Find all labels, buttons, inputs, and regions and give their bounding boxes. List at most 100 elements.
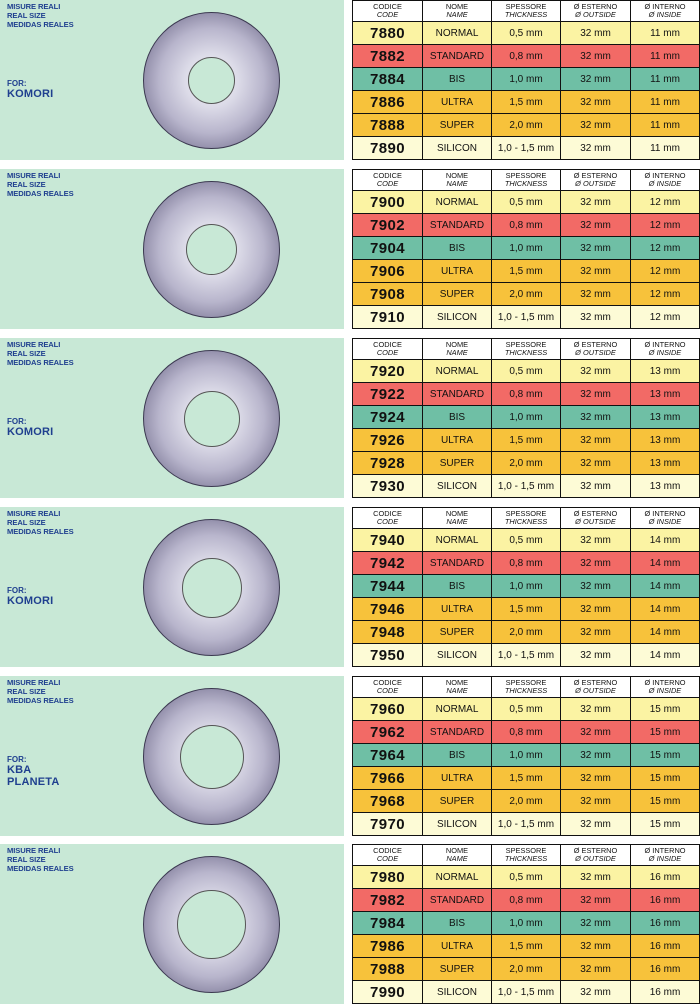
spec-table-header: CODICE CODE NOME NAME SPESSORE THICKNESS Ø … — [352, 338, 700, 360]
size-panel: MISURE REALI REAL SIZE MEDIDAS REALES FO… — [0, 507, 344, 667]
product-row: 7960 NORMAL 0,5 mm 32 mm 15 mm — [352, 697, 700, 721]
cell-outside: 32 mm — [560, 428, 631, 452]
cell-inside: 11 mm — [630, 67, 700, 91]
header-inside: Ø INTERNO Ø INSIDE — [630, 507, 700, 529]
cell-name: ULTRA — [422, 597, 492, 621]
machine-compatibility: FOR: KOMORI — [7, 417, 53, 438]
product-row: 7930 SILICON 1,0 - 1,5 mm 32 mm 13 mm — [352, 474, 700, 498]
cell-thickness: 1,0 mm — [491, 911, 561, 935]
cell-outside: 32 mm — [560, 574, 631, 598]
for-label: FOR: — [7, 755, 27, 764]
cell-outside: 32 mm — [560, 474, 631, 498]
cell-thickness: 2,0 mm — [491, 282, 561, 306]
product-row: 7880 NORMAL 0,5 mm 32 mm 11 mm — [352, 21, 700, 45]
cell-outside: 32 mm — [560, 90, 631, 114]
cell-thickness: 1,0 - 1,5 mm — [491, 980, 561, 1004]
cell-outside: 32 mm — [560, 451, 631, 475]
header-thickness: SPESSORE THICKNESS — [491, 0, 561, 22]
size-label-es: MEDIDAS REALES — [7, 19, 74, 29]
cell-outside: 32 mm — [560, 911, 631, 935]
product-row: 7946 ULTRA 1,5 mm 32 mm 14 mm — [352, 597, 700, 621]
real-size-label: MISURE REALI REAL SIZE MEDIDAS REALES — [7, 340, 74, 367]
cell-code: 7924 — [352, 405, 423, 429]
cell-code: 7928 — [352, 451, 423, 475]
cell-name: STANDARD — [422, 888, 492, 912]
header-code: CODICE CODE — [352, 507, 423, 529]
cell-code: 7946 — [352, 597, 423, 621]
cell-name: SILICON — [422, 980, 492, 1004]
product-row: 7990 SILICON 1,0 - 1,5 mm 32 mm 16 mm — [352, 980, 700, 1004]
header-inside: Ø INTERNO Ø INSIDE — [630, 0, 700, 22]
product-row: 7982 STANDARD 0,8 mm 32 mm 16 mm — [352, 888, 700, 912]
product-section: MISURE REALI REAL SIZE MEDIDAS REALES FO… — [0, 507, 700, 667]
cell-code: 7968 — [352, 789, 423, 813]
cell-code: 7986 — [352, 934, 423, 958]
cell-inside: 12 mm — [630, 305, 700, 329]
cell-code: 7920 — [352, 359, 423, 383]
cell-code: 7890 — [352, 136, 423, 160]
washer-disc-image — [143, 350, 280, 487]
cell-code: 7908 — [352, 282, 423, 306]
cell-name: BIS — [422, 911, 492, 935]
header-inside: Ø INTERNO Ø INSIDE — [630, 169, 700, 191]
cell-code: 7940 — [352, 528, 423, 552]
product-row: 7928 SUPER 2,0 mm 32 mm 13 mm — [352, 451, 700, 475]
cell-name: SILICON — [422, 136, 492, 160]
spec-table: CODICE CODE NOME NAME SPESSORE THICKNESS Ø … — [352, 676, 700, 836]
product-row: 7924 BIS 1,0 mm 32 mm 13 mm — [352, 405, 700, 429]
cell-outside: 32 mm — [560, 190, 631, 214]
cell-code: 7960 — [352, 697, 423, 721]
cell-code: 7944 — [352, 574, 423, 598]
cell-thickness: 1,0 mm — [491, 743, 561, 767]
washer-hole — [181, 557, 242, 618]
cell-inside: 13 mm — [630, 474, 700, 498]
machine-name: KOMORI — [7, 595, 54, 607]
size-label-en: REAL SIZE — [7, 854, 46, 864]
size-label-it: MISURE REALI — [7, 2, 61, 11]
cell-name: SILICON — [422, 812, 492, 836]
product-row: 7910 SILICON 1,0 - 1,5 mm 32 mm 12 mm — [352, 305, 700, 329]
cell-outside: 32 mm — [560, 67, 631, 91]
product-row: 7962 STANDARD 0,8 mm 32 mm 15 mm — [352, 720, 700, 744]
cell-thickness: 1,0 mm — [491, 236, 561, 260]
cell-outside: 32 mm — [560, 643, 631, 667]
product-row: 7906 ULTRA 1,5 mm 32 mm 12 mm — [352, 259, 700, 283]
size-panel: MISURE REALI REAL SIZE MEDIDAS REALES FO… — [0, 338, 344, 498]
cell-outside: 32 mm — [560, 697, 631, 721]
cell-inside: 13 mm — [630, 428, 700, 452]
cell-inside: 12 mm — [630, 213, 700, 237]
size-panel: MISURE REALI REAL SIZE MEDIDAS REALES — [0, 844, 344, 1004]
cell-thickness: 1,0 - 1,5 mm — [491, 305, 561, 329]
header-code: CODICE CODE — [352, 676, 423, 698]
product-row: 7888 SUPER 2,0 mm 32 mm 11 mm — [352, 113, 700, 137]
spec-table-header: CODICE CODE NOME NAME SPESSORE THICKNESS Ø … — [352, 507, 700, 529]
cell-code: 7882 — [352, 44, 423, 68]
cell-outside: 32 mm — [560, 888, 631, 912]
header-outside: Ø ESTERNO Ø OUTSIDE — [560, 676, 631, 698]
cell-code: 7884 — [352, 67, 423, 91]
size-panel: MISURE REALI REAL SIZE MEDIDAS REALES — [0, 169, 344, 329]
washer-disc-image — [143, 519, 280, 656]
product-row: 7966 ULTRA 1,5 mm 32 mm 15 mm — [352, 766, 700, 790]
cell-name: BIS — [422, 574, 492, 598]
washer-disc-image — [143, 688, 280, 825]
header-name: NOME NAME — [422, 338, 492, 360]
header-thickness: SPESSORE THICKNESS — [491, 676, 561, 698]
cell-outside: 32 mm — [560, 21, 631, 45]
machine-name: KOMORI — [7, 88, 54, 100]
header-code: CODICE CODE — [352, 844, 423, 866]
spec-table: CODICE CODE NOME NAME SPESSORE THICKNESS Ø … — [352, 844, 700, 1004]
header-outside: Ø ESTERNO Ø OUTSIDE — [560, 169, 631, 191]
cell-name: SUPER — [422, 620, 492, 644]
cell-name: SUPER — [422, 957, 492, 981]
cell-name: SILICON — [422, 474, 492, 498]
cell-name: STANDARD — [422, 213, 492, 237]
cell-thickness: 1,0 - 1,5 mm — [491, 136, 561, 160]
cell-code: 7950 — [352, 643, 423, 667]
cell-thickness: 1,0 - 1,5 mm — [491, 643, 561, 667]
cell-inside: 12 mm — [630, 190, 700, 214]
cell-code: 7982 — [352, 888, 423, 912]
cell-inside: 12 mm — [630, 259, 700, 283]
header-code: CODICE CODE — [352, 169, 423, 191]
spec-table-body: 7900 NORMAL 0,5 mm 32 mm 12 mm 7902 STANDARD 0,… — [352, 190, 700, 329]
